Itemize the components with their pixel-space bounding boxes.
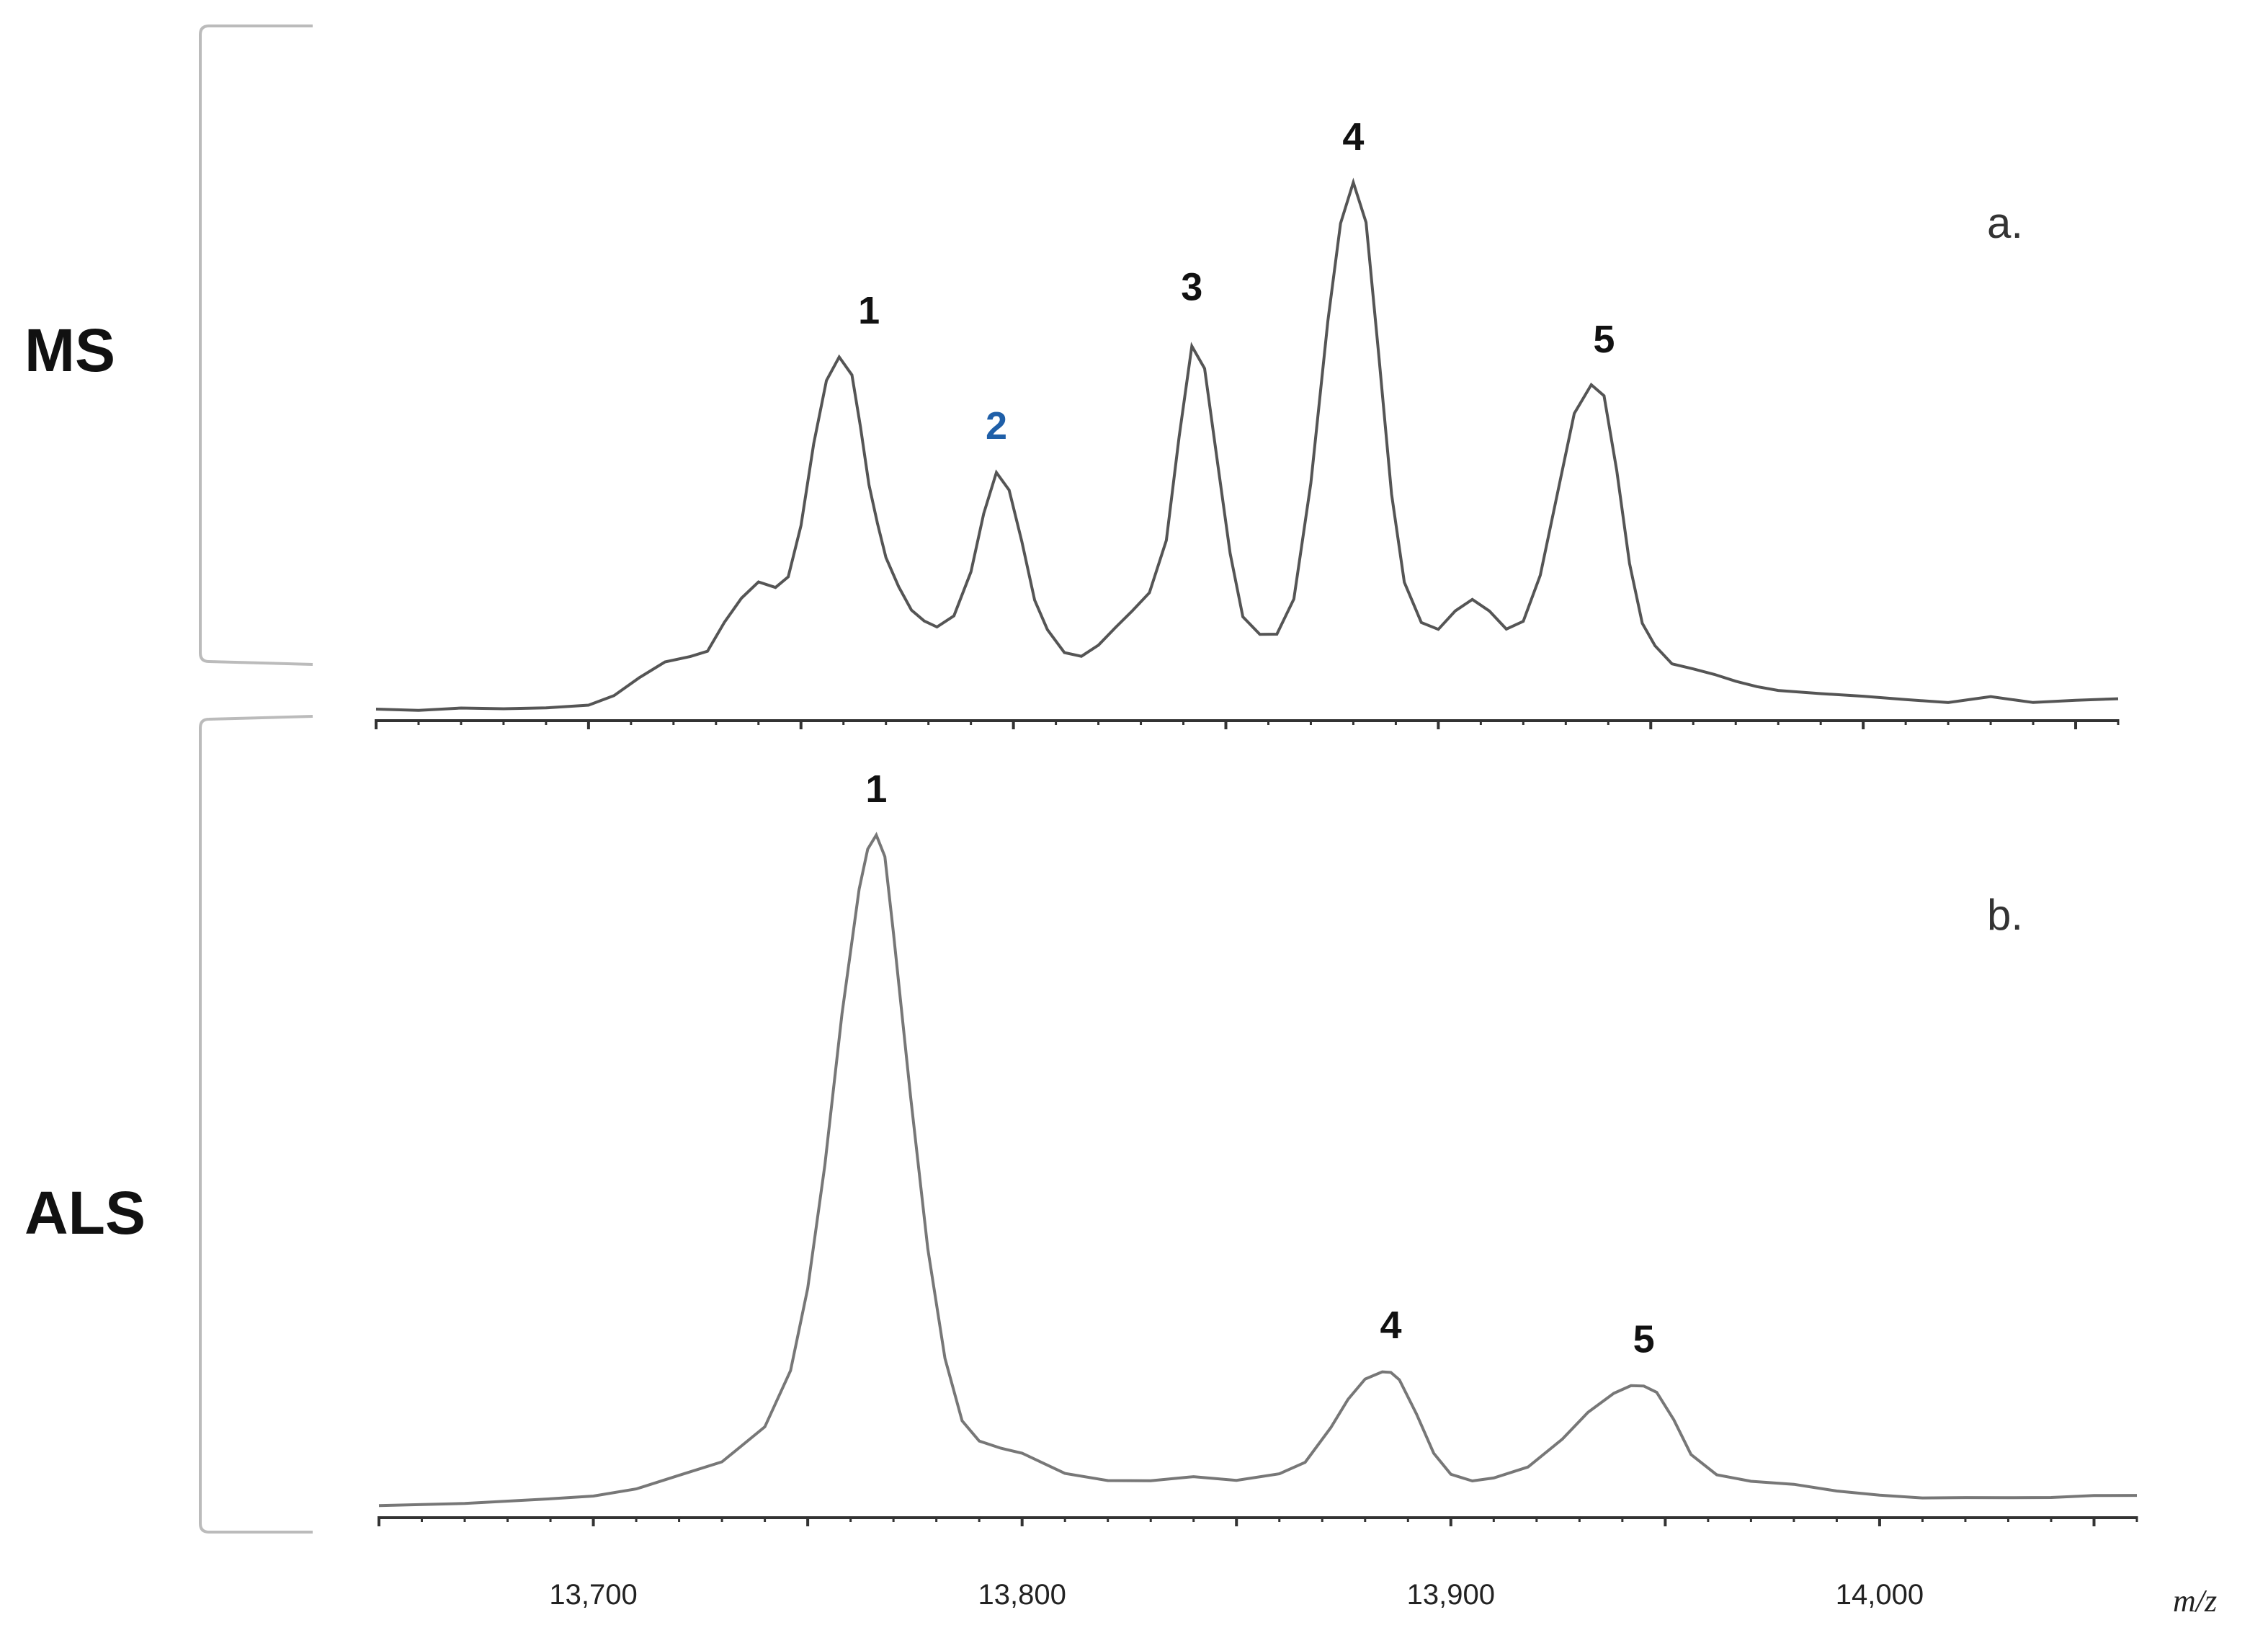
als-peak-label-4: 4 [1380,1304,1401,1347]
x-tick-labels: 13,700 13,800 13,900 14,000 [549,1579,1924,1611]
x-tick-label: 14,000 [1836,1579,1924,1611]
ms-peak-label-1: 1 [858,289,880,332]
ms-peak-label-5: 5 [1593,318,1615,361]
panel-a-letter: a. [1987,199,2023,247]
panel-a-peak-labels: 1 2 3 4 5 [858,115,1615,448]
als-spectrum-line [378,832,2138,1508]
als-peak-label-5: 5 [1633,1317,1655,1361]
als-peak-label-1: 1 [865,767,887,811]
ms-peak-label-3: 3 [1181,266,1202,309]
x-tick-label: 13,700 [549,1579,637,1611]
ms-peak-label-4: 4 [1342,115,1364,159]
panel-a-bracket [199,25,313,666]
x-tick-label: 13,800 [978,1579,1066,1611]
panel-b-peak-labels: 1 4 5 [865,767,1654,1361]
x-tick-label: 13,900 [1407,1579,1495,1611]
panel-b-letter: b. [1987,891,2023,939]
panel-a-ticks [375,719,2120,729]
ms-peak-label-2: 2 [986,404,1007,448]
ms-spectrum-line [375,177,2119,712]
panel-b-ticks [378,1516,2138,1526]
x-axis-label: m/z [2173,1583,2217,1619]
row-label-als: ALS [24,1179,146,1247]
panel-b-bracket [199,715,313,1534]
row-label-ms: MS [24,316,115,384]
